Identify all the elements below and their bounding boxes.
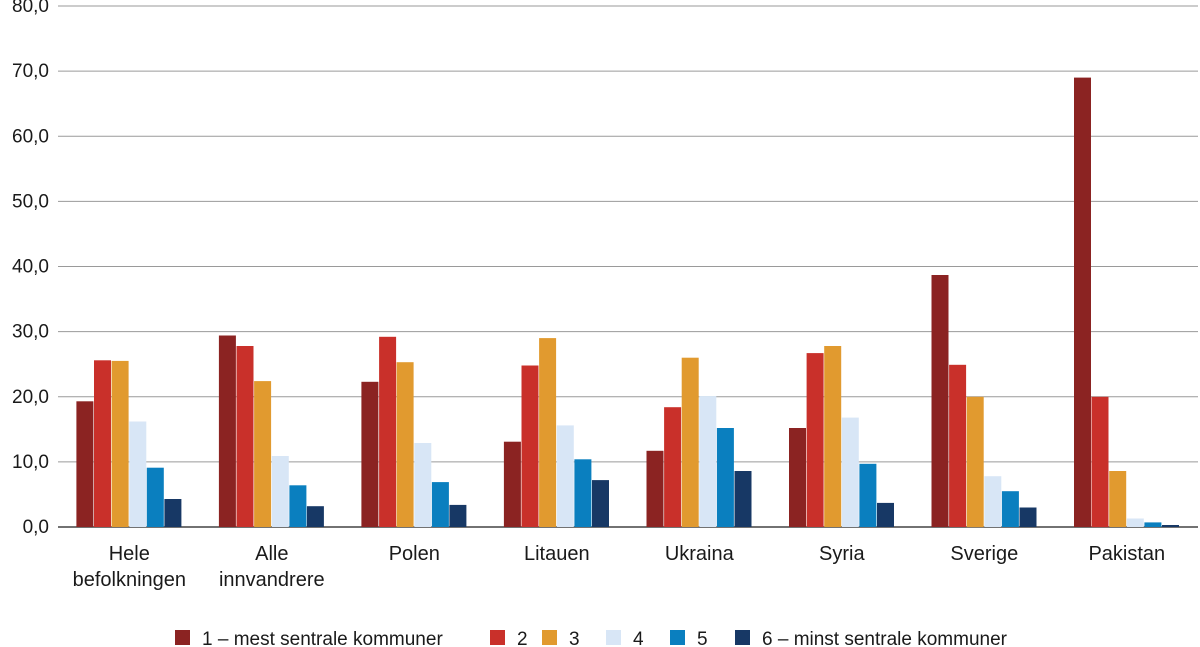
x-tick-label: Syria [819, 543, 865, 565]
y-tick-label: 70,0 [12, 61, 49, 82]
legend: 1 – mest sentrale kommuner 2 3 4 5 6 – minst … [175, 629, 1008, 647]
x-tick-label: Sverige [950, 543, 1018, 565]
legend-label: 2 [517, 629, 528, 647]
bar [859, 463, 877, 527]
bar [111, 360, 129, 527]
bar [361, 381, 379, 527]
bar [824, 346, 842, 527]
legend-swatch [670, 630, 685, 645]
y-tick-label: 50,0 [12, 191, 49, 212]
bar [306, 506, 324, 527]
bar [396, 362, 414, 527]
bar [966, 396, 984, 528]
bar [254, 381, 272, 527]
bar [379, 336, 397, 527]
y-tick-label: 10,0 [12, 452, 49, 473]
bars [76, 77, 1179, 528]
bar [806, 353, 824, 527]
legend-swatch [542, 630, 557, 645]
x-axis-labels: Hele befolkningen Alle innvandrere Polen Lita… [73, 543, 1166, 591]
x-tick-label: innvandrere [219, 569, 325, 591]
bar [271, 456, 289, 527]
bar [1144, 522, 1162, 527]
y-tick-label: 30,0 [12, 322, 49, 343]
bar [164, 499, 182, 527]
bar [841, 417, 859, 527]
x-tick-label: Polen [389, 543, 440, 565]
legend-label: 5 [697, 629, 708, 647]
y-axis-ticks: 0,0 10,0 20,0 30,0 40,0 50,0 60,0 70,0 80,0 [12, 0, 49, 538]
bar [218, 335, 236, 527]
bar [556, 425, 574, 527]
bar [1019, 507, 1037, 527]
bar [539, 338, 557, 527]
bar [716, 428, 734, 527]
legend-swatch [606, 630, 621, 645]
legend-label: 3 [569, 629, 580, 647]
bar [1162, 525, 1179, 527]
bar [592, 480, 609, 527]
bar [146, 467, 164, 527]
bar [503, 441, 521, 527]
bar [76, 401, 94, 527]
y-tick-label: 80,0 [12, 0, 49, 17]
x-tick-label: Hele [109, 543, 150, 565]
bar [949, 364, 967, 527]
y-tick-label: 40,0 [12, 257, 49, 278]
legend-label: 6 – minst sentrale kommuner [762, 629, 1008, 647]
bar [1109, 471, 1127, 527]
bar [574, 459, 592, 527]
bar [431, 482, 449, 527]
bar [521, 365, 539, 527]
bar [877, 502, 894, 527]
bar [94, 360, 111, 527]
bar [449, 504, 467, 527]
x-tick-label: Pakistan [1088, 543, 1165, 565]
bar [681, 357, 699, 527]
legend-swatch [175, 630, 190, 645]
bar [664, 407, 682, 527]
bar [984, 476, 1002, 527]
legend-label: 4 [633, 629, 644, 647]
legend-label: 1 – mest sentrale kommuner [202, 629, 443, 647]
bar [789, 428, 806, 527]
legend-swatch [490, 630, 505, 645]
bar [699, 396, 717, 527]
bar [1074, 77, 1091, 527]
legend-swatch [735, 630, 750, 645]
x-tick-label: Litauen [524, 543, 590, 565]
bar [1126, 518, 1144, 527]
bar [1001, 491, 1019, 527]
y-tick-label: 60,0 [12, 126, 49, 147]
x-tick-label: befolkningen [73, 569, 186, 591]
bar [414, 443, 432, 527]
bar [129, 421, 147, 527]
bar [236, 346, 254, 527]
y-tick-label: 0,0 [23, 517, 49, 538]
bar [931, 275, 949, 527]
bar [289, 485, 307, 527]
x-tick-label: Alle [255, 543, 288, 565]
x-tick-label: Ukraina [665, 543, 735, 565]
y-tick-label: 20,0 [12, 387, 49, 408]
bar [734, 471, 752, 527]
bar [1091, 396, 1109, 528]
bar [646, 450, 664, 527]
